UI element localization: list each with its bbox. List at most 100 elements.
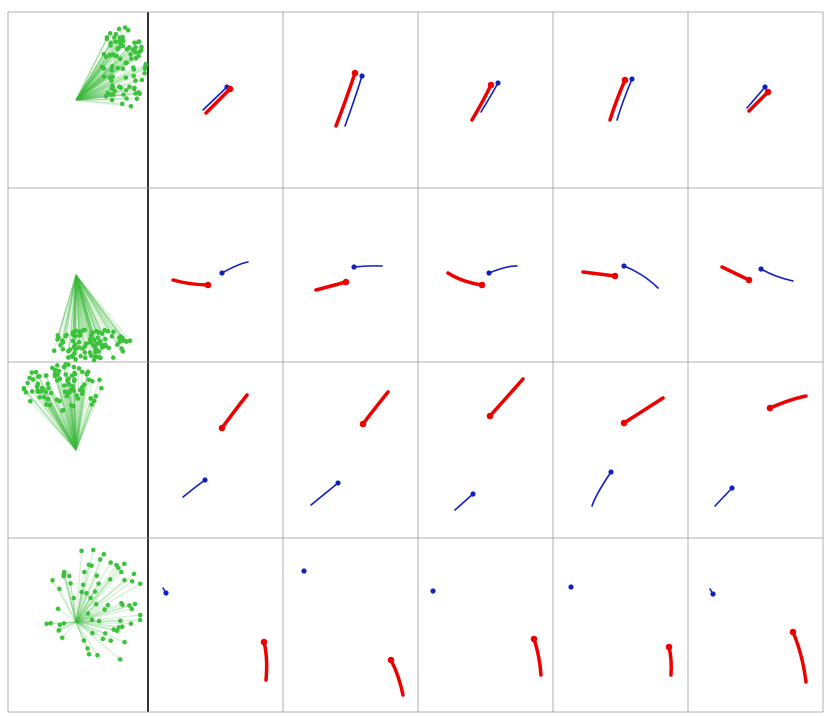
fan-point (92, 354, 98, 360)
fan-point (114, 562, 119, 568)
fan-line (75, 274, 95, 341)
fan-point (45, 381, 51, 387)
fan-line (75, 621, 119, 629)
fan-line (75, 28, 120, 101)
fan-point (109, 97, 115, 103)
fan-point (72, 351, 77, 356)
blue-endpoint (430, 588, 436, 594)
fan-point (80, 388, 85, 394)
fan-line (75, 274, 109, 332)
fan-line (75, 563, 125, 623)
fan-line (75, 274, 124, 342)
fan-point (79, 589, 84, 595)
fan-line (75, 274, 121, 343)
fan-point (66, 376, 71, 381)
fan-line (75, 274, 99, 338)
fan-line (75, 602, 122, 623)
fan-line (75, 274, 86, 331)
fan-line (75, 274, 103, 334)
fan-point (61, 621, 67, 626)
fan-line (75, 274, 81, 336)
fan-point (60, 340, 66, 345)
fan-point (57, 622, 63, 628)
fan-line (75, 69, 113, 101)
fan-line (37, 391, 77, 451)
fan-line (75, 553, 105, 623)
fan-line (75, 621, 112, 642)
fan-line (64, 391, 77, 451)
fan-line (75, 274, 81, 332)
fan-point (50, 365, 55, 371)
fan-line (56, 374, 77, 451)
blue-endpoint (729, 485, 735, 491)
fan-line (59, 378, 77, 451)
red-endpoint (530, 635, 538, 643)
blue-trajectory (202, 86, 228, 111)
fan-line (67, 274, 77, 358)
red-endpoint (226, 85, 234, 93)
blue-trajectory (353, 265, 383, 268)
fan-line (72, 274, 77, 333)
blue-endpoint (608, 469, 614, 475)
fan-line (37, 376, 77, 451)
fan-line (71, 386, 77, 451)
red-trajectory (262, 640, 269, 682)
fan-line (75, 41, 139, 101)
fan-line (59, 621, 77, 626)
fan-line (75, 79, 143, 101)
fan-line (75, 36, 124, 101)
fan-point (122, 25, 128, 30)
fan-line (75, 274, 95, 361)
fan-point (93, 601, 99, 607)
blue-endpoint (710, 591, 716, 597)
fan-line (39, 396, 77, 451)
fan-line (75, 395, 97, 451)
fan-point (88, 595, 93, 601)
fan-line (58, 588, 77, 623)
fan-point (35, 374, 41, 379)
fan-point (122, 577, 127, 583)
fan-point (101, 74, 107, 79)
fan-line (75, 621, 99, 656)
fan-line (75, 381, 93, 451)
red-endpoint (486, 412, 494, 420)
fan-point (113, 39, 118, 45)
fan-point (121, 38, 126, 44)
fan-line (62, 274, 77, 342)
fan-line (75, 575, 98, 623)
fan-point (91, 337, 97, 343)
fan-point (132, 601, 138, 607)
fan-line (67, 274, 77, 352)
fan-line (75, 379, 101, 451)
fan-line (75, 84, 113, 101)
fan-point (37, 394, 42, 400)
fan-line (32, 379, 77, 451)
fan-point (73, 342, 78, 347)
fan-line (75, 67, 119, 101)
fan-point (66, 382, 72, 387)
fan (51, 274, 133, 363)
fan-point (139, 77, 145, 83)
fan-point (134, 96, 140, 102)
fan-line (75, 274, 101, 342)
fan-point (86, 651, 92, 657)
fan-line (75, 274, 86, 347)
fan-line (72, 274, 77, 335)
fan-line (75, 614, 141, 623)
fan (75, 25, 149, 109)
red-trajectory (532, 637, 543, 677)
blue-endpoint (351, 264, 357, 270)
fan-line (75, 619, 141, 623)
red-endpoint (789, 628, 797, 636)
fan-line (75, 77, 111, 101)
fan-point (100, 636, 106, 642)
fan-line (75, 604, 130, 623)
fan-line (63, 574, 77, 623)
fan-point (95, 652, 100, 658)
fan-line (75, 72, 145, 101)
fan-line (75, 75, 134, 101)
red-trajectory (470, 83, 493, 122)
fan-line (75, 620, 100, 623)
fan-line (57, 274, 77, 336)
fan-point (70, 331, 76, 337)
